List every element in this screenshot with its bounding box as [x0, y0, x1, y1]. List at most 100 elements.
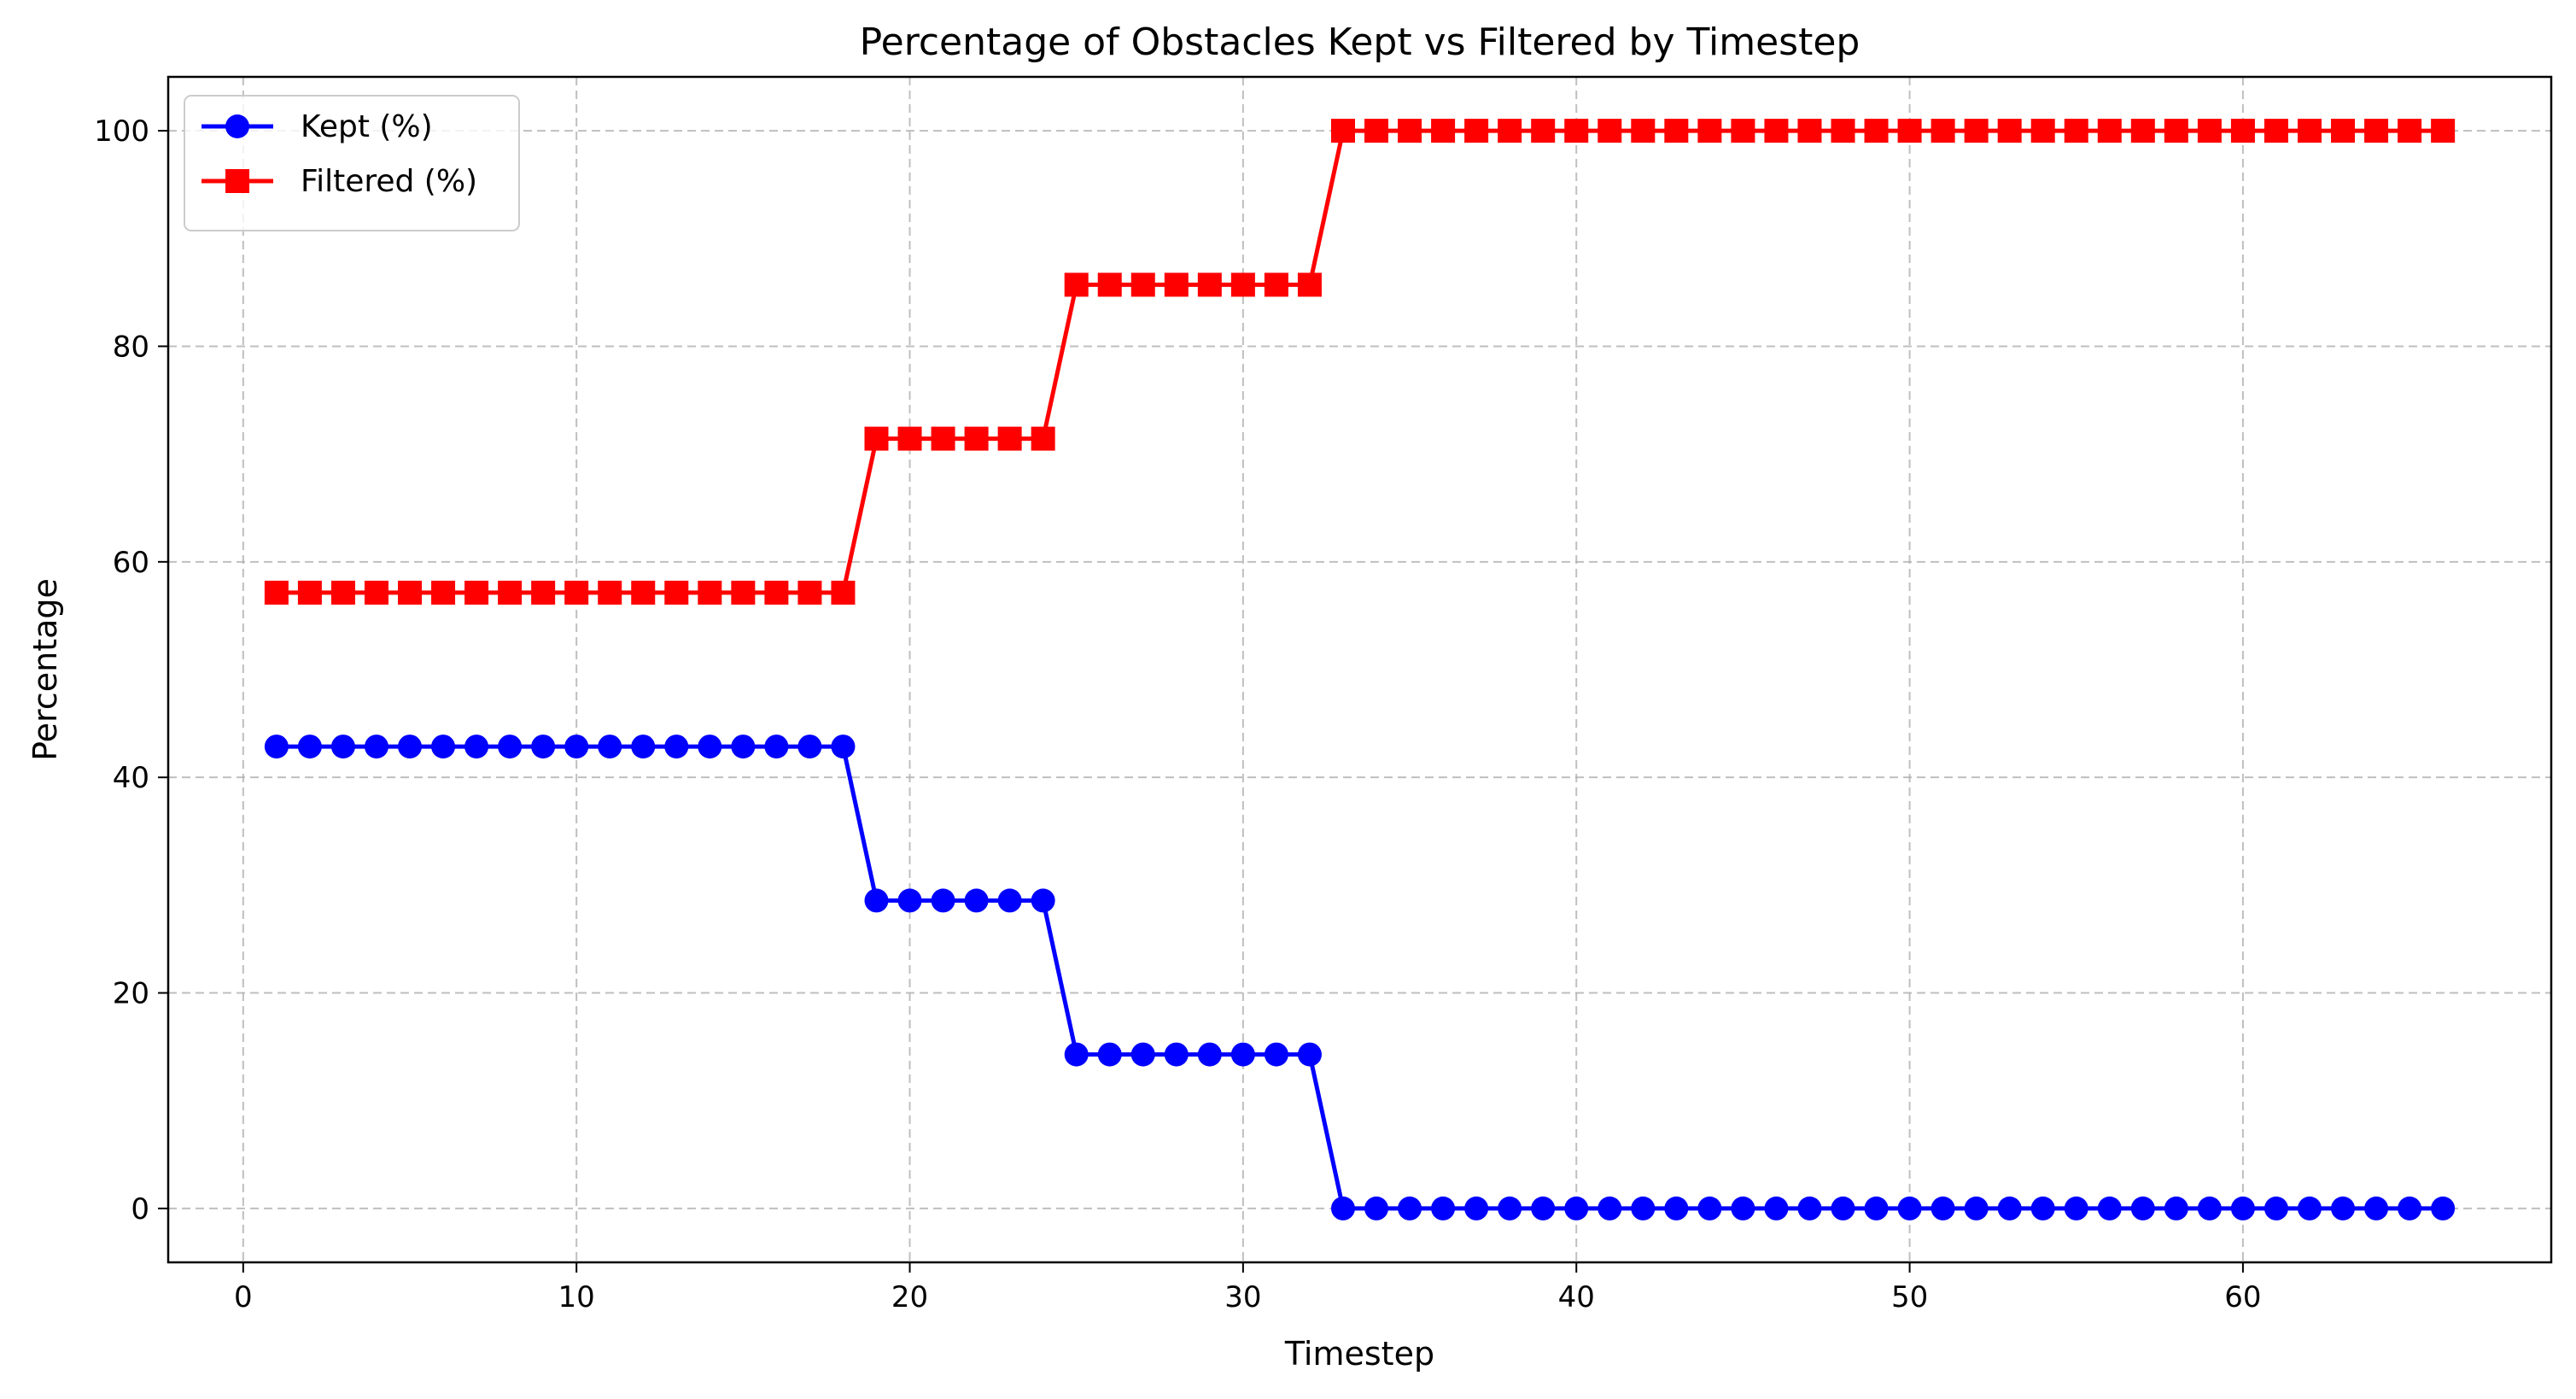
data-point	[498, 735, 523, 759]
grid	[168, 77, 2551, 1262]
data-point	[931, 888, 955, 913]
data-point	[598, 580, 622, 605]
data-point	[1598, 1196, 1622, 1220]
data-point	[664, 580, 689, 605]
x-tick-label: 40	[1558, 1280, 1595, 1314]
data-point	[2297, 119, 2322, 143]
data-point	[1564, 119, 1589, 143]
data-point	[1398, 1196, 1422, 1220]
legend-label: Kept (%)	[301, 109, 433, 144]
series-1	[264, 119, 2456, 605]
x-tick-label: 0	[234, 1280, 253, 1314]
data-point	[1297, 272, 1322, 297]
data-point	[431, 735, 456, 759]
data-point	[330, 735, 355, 759]
data-point	[2130, 1196, 2155, 1220]
data-point	[2064, 119, 2088, 143]
data-point	[531, 580, 556, 605]
data-point	[1264, 272, 1288, 297]
data-point	[1330, 119, 1355, 143]
data-point	[2364, 119, 2389, 143]
data-point	[1031, 426, 1055, 451]
data-point	[1831, 119, 1855, 143]
data-point	[1130, 1042, 1155, 1067]
data-point	[1697, 1196, 1722, 1220]
data-point	[1464, 1196, 1489, 1220]
data-point	[1498, 119, 1522, 143]
data-point	[297, 580, 322, 605]
data-point	[1964, 1196, 1989, 1220]
data-point	[631, 580, 656, 605]
data-point	[1831, 1196, 1855, 1220]
y-tick-label: 40	[113, 761, 149, 795]
data-point	[1364, 1196, 1389, 1220]
data-point	[897, 426, 922, 451]
data-point	[1631, 119, 1656, 143]
data-point	[2331, 119, 2356, 143]
data-point	[1097, 1042, 1122, 1067]
data-point	[2431, 119, 2456, 143]
data-point	[264, 580, 289, 605]
data-point	[1764, 119, 1789, 143]
data-point	[2431, 1196, 2456, 1220]
data-point	[1297, 1042, 1322, 1067]
data-point	[2263, 1196, 2288, 1220]
series-layer	[264, 119, 2456, 1220]
data-point	[564, 580, 589, 605]
data-point	[698, 580, 722, 605]
chart-title: Percentage of Obstacles Kept vs Filtered…	[860, 20, 1860, 64]
y-tick-label: 0	[131, 1192, 149, 1226]
data-point	[831, 580, 856, 605]
data-point	[1164, 1042, 1189, 1067]
data-point	[1398, 119, 1422, 143]
data-point	[2331, 1196, 2356, 1220]
data-point	[1764, 1196, 1789, 1220]
data-point	[1330, 1196, 1355, 1220]
data-point	[598, 735, 622, 759]
data-point	[464, 580, 489, 605]
data-point	[1564, 1196, 1589, 1220]
data-point	[398, 735, 423, 759]
data-point	[2364, 1196, 2389, 1220]
data-point	[1731, 1196, 1755, 1220]
x-tick-label: 10	[558, 1280, 595, 1314]
data-point	[864, 426, 889, 451]
data-point	[1664, 119, 1689, 143]
x-tick-label: 60	[2224, 1280, 2261, 1314]
data-point	[698, 735, 722, 759]
data-point	[1664, 1196, 1689, 1220]
data-point	[1731, 119, 1755, 143]
data-point	[1464, 119, 1489, 143]
data-point	[831, 735, 856, 759]
data-point	[931, 426, 955, 451]
data-point	[1897, 1196, 1922, 1220]
y-tick-label: 60	[113, 546, 149, 580]
data-point	[1997, 1196, 2022, 1220]
x-axis-label: Timestep	[1284, 1335, 1434, 1373]
data-point	[2097, 119, 2122, 143]
data-point	[330, 580, 355, 605]
data-point	[498, 580, 523, 605]
y-tick-label: 100	[94, 114, 149, 149]
data-point	[2297, 1196, 2322, 1220]
y-tick-label: 80	[113, 330, 149, 364]
legend-frame	[184, 95, 520, 231]
data-point	[2398, 119, 2422, 143]
axes-frame	[166, 75, 2553, 1264]
data-point	[2398, 1196, 2422, 1220]
data-point	[2263, 119, 2288, 143]
data-point	[2097, 1196, 2122, 1220]
data-point	[2030, 119, 2055, 143]
data-point	[1531, 119, 1556, 143]
data-point	[764, 580, 789, 605]
data-point	[797, 580, 822, 605]
data-point	[1364, 119, 1389, 143]
data-point	[997, 888, 1022, 913]
data-point	[364, 735, 388, 759]
data-point	[264, 735, 289, 759]
data-point	[1164, 272, 1189, 297]
data-point	[1498, 1196, 1522, 1220]
x-tick-label: 30	[1224, 1280, 1261, 1314]
x-tick-label: 20	[891, 1280, 928, 1314]
